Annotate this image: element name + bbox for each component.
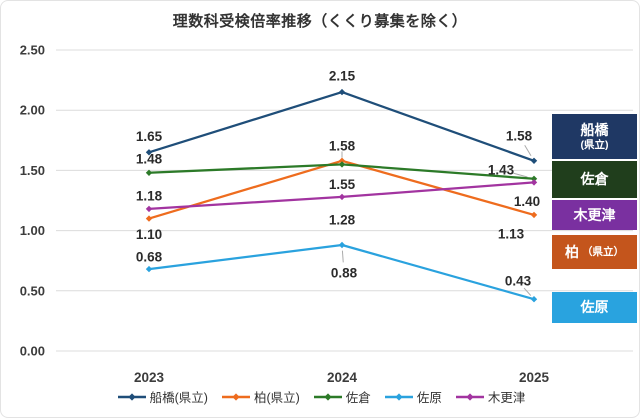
label-leader-line <box>524 145 532 157</box>
legend-line-marker-icon <box>221 392 250 401</box>
legend-label: 木更津 <box>487 391 526 405</box>
side-label-text: 佐原 <box>580 299 609 316</box>
data-label: 2.15 <box>329 69 356 84</box>
side-label-funabashi: 船橋 (県立) <box>552 114 637 159</box>
data-point-marker <box>530 296 538 303</box>
data-label: 1.65 <box>136 129 163 144</box>
side-label-sawara: 佐原 <box>552 292 637 323</box>
data-label: 0.43 <box>505 274 532 289</box>
data-label: 1.10 <box>136 227 162 242</box>
data-point-marker <box>145 149 153 156</box>
data-point-marker <box>338 241 346 249</box>
data-label: 1.40 <box>514 194 540 209</box>
data-point-marker <box>530 179 538 186</box>
side-label-kisarazu: 木更津 <box>552 200 637 230</box>
side-label-text: 佐倉 <box>580 171 609 188</box>
side-label-sakura: 佐倉 <box>552 161 637 198</box>
x-tick-label: 2025 <box>519 370 550 385</box>
label-leader-line <box>513 172 528 178</box>
data-label: 1.58 <box>329 138 356 153</box>
data-point-marker <box>338 193 346 201</box>
legend-line-marker-icon <box>384 392 413 401</box>
data-point-marker <box>338 88 346 96</box>
data-label: 0.88 <box>331 266 358 281</box>
legend-line-marker-icon <box>117 392 146 401</box>
data-point-marker <box>338 157 346 164</box>
legend-line-marker-icon <box>313 392 342 401</box>
data-label: 1.43 <box>488 162 515 177</box>
data-label: 1.55 <box>329 177 356 192</box>
side-label-subtext: （県立） <box>582 245 624 258</box>
y-tick-label: 0.00 <box>20 344 45 359</box>
y-tick-label: 0.50 <box>20 283 45 298</box>
data-label: 1.58 <box>506 128 533 143</box>
legend-item-sakura: 佐倉 <box>313 387 371 406</box>
side-label-subtext: (県立) <box>580 138 609 151</box>
data-label: 1.13 <box>498 226 525 241</box>
legend-item-sawara: 佐原 <box>384 387 442 406</box>
legend-line-marker-icon <box>455 392 484 401</box>
data-point-marker <box>145 215 153 222</box>
data-label: 1.28 <box>329 212 356 227</box>
legend-item-kashiwa: 柏(県立) <box>221 387 300 406</box>
side-label-text: 船橋 <box>580 121 609 138</box>
data-point-marker <box>530 211 538 219</box>
data-label: 1.18 <box>136 188 163 203</box>
y-tick-label: 1.00 <box>20 223 45 238</box>
data-label: 0.68 <box>136 250 163 265</box>
label-leader-line <box>341 250 344 263</box>
chart-title: 理数科受検倍率推移（くくり募集を除く） <box>172 13 468 30</box>
data-point-marker <box>145 169 153 176</box>
legend-label: 船橋(県立) <box>149 391 208 405</box>
data-point-marker <box>338 161 346 168</box>
data-label: 1.48 <box>136 151 163 166</box>
side-label-text: 柏 <box>565 243 579 260</box>
y-tick-label: 1.50 <box>20 163 45 178</box>
legend-label: 佐倉 <box>345 391 371 405</box>
chart-legend: 船橋(県立) 柏(県立) 佐倉 佐原 木更津 <box>1 387 639 406</box>
x-tick-label: 2024 <box>327 370 358 385</box>
x-tick-label: 2023 <box>134 370 165 385</box>
y-tick-label: 2.50 <box>20 43 45 58</box>
data-point-marker <box>145 265 153 273</box>
legend-item-kisarazu: 木更津 <box>455 387 526 406</box>
y-tick-label: 2.00 <box>20 103 45 118</box>
side-label-kashiwa: 柏 （県立） <box>552 235 637 269</box>
data-point-marker <box>530 175 538 182</box>
label-leader-line <box>523 287 532 296</box>
data-point-marker <box>145 205 153 213</box>
legend-item-funabashi: 船橋(県立) <box>117 387 208 406</box>
side-label-text: 木更津 <box>573 206 616 223</box>
data-point-marker <box>530 157 538 164</box>
legend-label: 柏(県立) <box>253 391 300 405</box>
legend-label: 佐原 <box>416 391 442 405</box>
